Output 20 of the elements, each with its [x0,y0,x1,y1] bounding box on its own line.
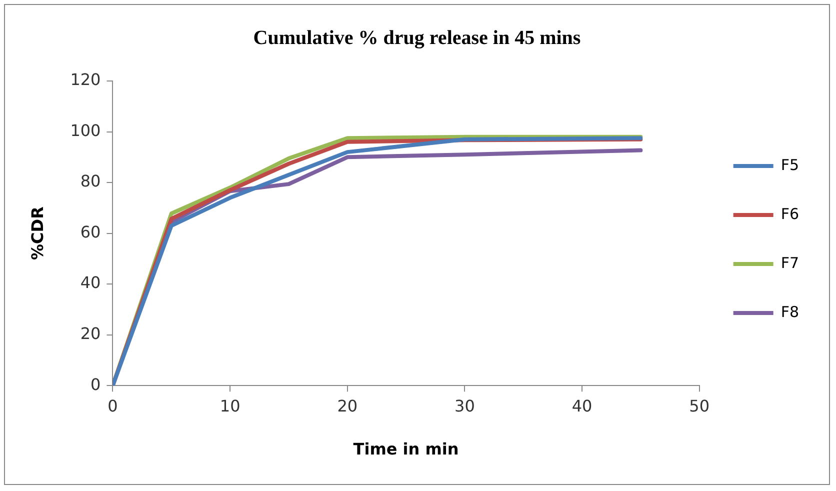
y-tick-label: 0 [90,374,101,394]
x-tick-label: 50 [689,396,710,416]
x-tick-label: 10 [220,396,240,416]
x-tick-label: 20 [337,396,358,416]
legend-label: F7 [780,254,799,272]
chart-title: Cumulative % drug release in 45 mins [253,27,581,50]
x-tick-label: 40 [572,396,592,416]
legend-label: F5 [780,156,799,174]
y-tick-label: 60 [80,222,101,242]
y-tick-label: 80 [80,172,101,191]
y-tick-label: 100 [70,120,101,140]
legend-label: F8 [780,302,799,321]
x-tick-label: 0 [108,396,118,416]
x-tick-label: 30 [454,396,475,416]
legend-label: F6 [780,204,799,223]
y-tick-label: 20 [80,324,101,343]
y-tick-label: 40 [80,273,101,292]
y-axis-title: %CDR [28,206,47,260]
x-axis-title: Time in min [353,440,459,459]
y-tick-label: 120 [70,70,101,90]
